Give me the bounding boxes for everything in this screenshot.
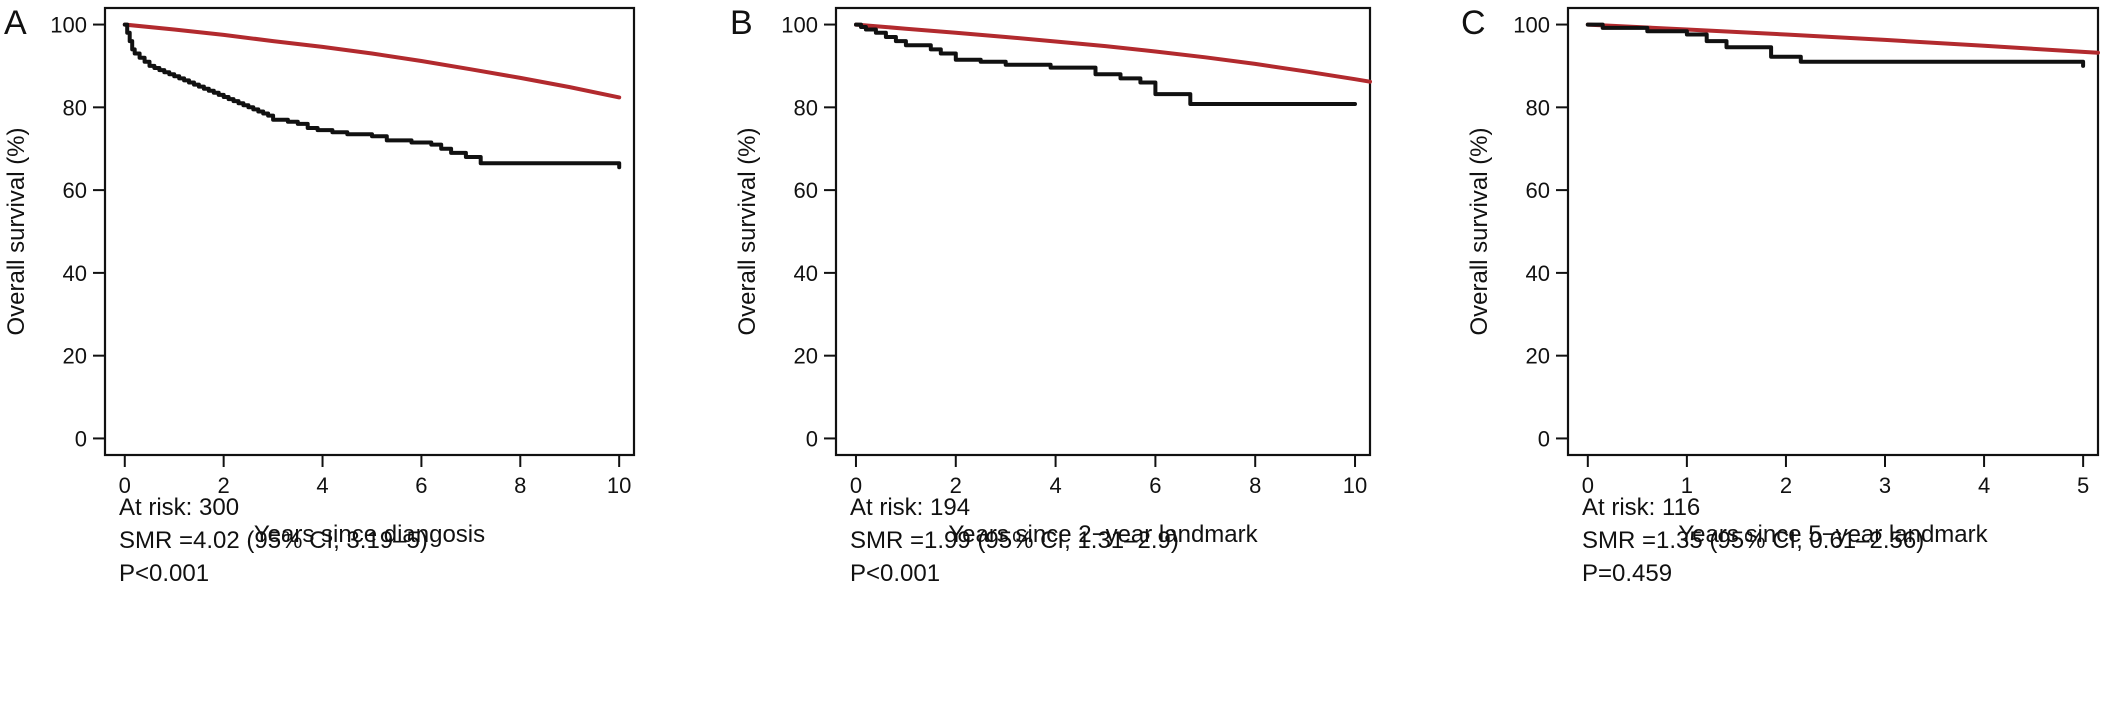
x-tick-label: 6 [1149,473,1161,498]
expected-survival-curve [1585,22,2100,55]
y-tick-label: 40 [1526,261,1550,286]
x-tick-label: 0 [119,473,131,498]
y-axis-title: Overall survival (%) [1466,127,1493,335]
chart-panel-a: A 0 20 40 60 80 100 0 2 4 6 8 10 Years since diangosi… [3,4,636,587]
plot-frame [834,6,1372,457]
y-axis-title: Overall survival (%) [3,127,30,335]
x-tick-label: 3 [1879,473,1891,498]
y-tick-label: 40 [794,261,818,286]
annotation-line: SMR =4.02 (95% CI, 3.19–5) [119,527,428,554]
x-tick-label: 6 [415,473,427,498]
y-tick-label: 0 [806,426,818,451]
x-tick-label: 2 [218,473,230,498]
x-tick-label: 2 [1780,473,1792,498]
y-tick-label: 80 [1526,95,1550,120]
y-tick-label: 80 [63,95,87,120]
y-tick-label: 60 [794,178,818,203]
annotation-line: At risk: 116 [1582,494,1700,521]
x-axis-title: Years since diangosis [254,521,485,548]
chart-panel-c: C 0 20 40 60 80 100 0 1 2 3 4 5 Years since 5−year la… [1461,4,2100,587]
y-tick-label: 0 [1538,426,1550,451]
annotation-line: At risk: 194 [850,494,970,521]
x-tick-label: 4 [316,473,328,498]
annotation-line: P<0.001 [850,560,940,587]
y-tick-label: 100 [781,13,818,38]
y-tick-label: 60 [1526,178,1550,203]
y-tick-label: 20 [1526,344,1550,369]
x-tick-label: 8 [514,473,526,498]
x-tick-label: 5 [2077,473,2089,498]
y-axis-title: Overall survival (%) [734,127,761,335]
annotation-line: SMR =1.99 (95% CI, 1.31–2.9) [850,527,1179,554]
plot-frame [1566,6,2100,457]
x-axis-title: Years since 2−year landmark [948,521,1258,548]
y-tick-label: 60 [63,178,87,203]
annotation-line: SMR =1.35 (95% CI, 0.61–2.56) [1582,527,1924,554]
y-tick-label: 80 [794,95,818,120]
x-tick-label: 4 [1049,473,1061,498]
observed-survival-curve [122,22,622,170]
panel-label: B [730,4,753,42]
x-tick-label: 0 [850,473,862,498]
annotation-line: P<0.001 [119,560,209,587]
panel-label: A [4,4,27,42]
y-tick-label: 100 [1513,13,1550,38]
annotation-line: P=0.459 [1582,560,1672,587]
expected-survival-curve [122,22,622,100]
x-tick-label: 10 [607,473,631,498]
chart-panel-b: B 0 20 40 60 80 100 0 2 4 6 8 10 Years since 2−year l… [730,4,1372,587]
y-tick-label: 20 [794,344,818,369]
observed-survival-curve [854,22,1357,106]
x-tick-label: 0 [1582,473,1594,498]
x-axis-title: Years since 5−year landmark [1678,521,1988,548]
x-tick-label: 4 [1978,473,1990,498]
x-tick-label: 1 [1681,473,1693,498]
expected-survival-curve [854,22,1372,84]
panel-label: C [1461,4,1486,42]
y-tick-label: 20 [63,344,87,369]
y-tick-label: 100 [50,13,87,38]
plot-frame [103,6,636,457]
x-tick-label: 10 [1343,473,1367,498]
observed-survival-curve [1585,22,2086,68]
y-tick-label: 0 [75,426,87,451]
y-tick-label: 40 [63,261,87,286]
x-tick-label: 8 [1249,473,1261,498]
x-tick-label: 2 [950,473,962,498]
annotation-line: At risk: 300 [119,494,239,521]
